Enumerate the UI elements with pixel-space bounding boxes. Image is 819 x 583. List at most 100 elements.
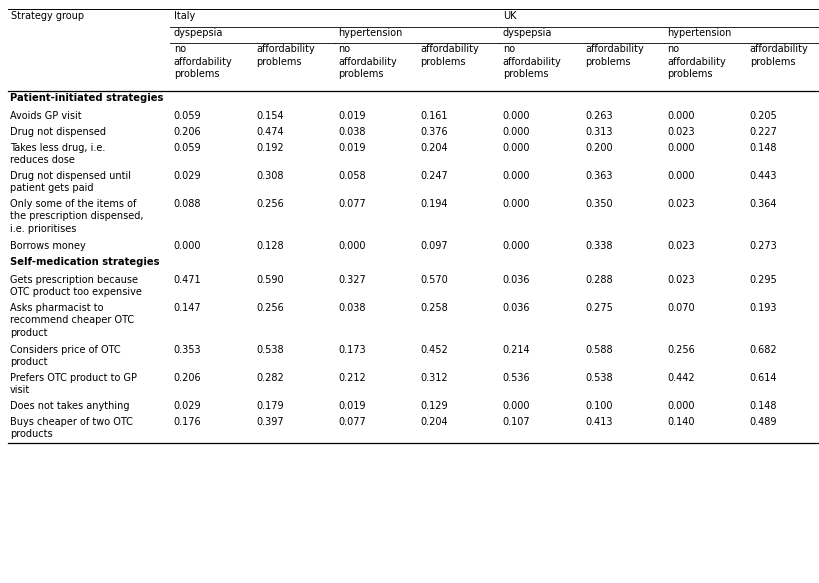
Text: 0.258: 0.258 <box>421 303 448 313</box>
Text: Strategy group: Strategy group <box>11 11 84 21</box>
Text: Italy: Italy <box>174 11 195 21</box>
Text: 0.313: 0.313 <box>585 127 613 137</box>
Text: 0.140: 0.140 <box>667 417 695 427</box>
Text: 0.443: 0.443 <box>750 171 777 181</box>
Text: 0.019: 0.019 <box>338 111 366 121</box>
Text: affordability
problems: affordability problems <box>421 44 479 67</box>
Text: no
affordability
problems: no affordability problems <box>338 44 397 79</box>
Text: 0.000: 0.000 <box>338 241 366 251</box>
Text: 0.538: 0.538 <box>256 345 283 355</box>
Text: affordability
problems: affordability problems <box>585 44 644 67</box>
Text: 0.173: 0.173 <box>338 345 366 355</box>
Text: no
affordability
problems: no affordability problems <box>667 44 726 79</box>
Text: 0.263: 0.263 <box>585 111 613 121</box>
Text: Self-medication strategies: Self-medication strategies <box>10 257 160 267</box>
Text: 0.148: 0.148 <box>750 143 777 153</box>
Text: 0.570: 0.570 <box>421 275 448 285</box>
Text: Buys cheaper of two OTC
products: Buys cheaper of two OTC products <box>10 417 133 440</box>
Text: 0.147: 0.147 <box>174 303 201 313</box>
Text: hypertension: hypertension <box>338 29 403 38</box>
Text: 0.036: 0.036 <box>503 303 531 313</box>
Text: 0.206: 0.206 <box>174 127 201 137</box>
Text: 0.353: 0.353 <box>174 345 201 355</box>
Text: UK: UK <box>503 11 516 21</box>
Text: 0.148: 0.148 <box>750 401 777 411</box>
Text: dyspepsia: dyspepsia <box>174 29 223 38</box>
Text: 0.295: 0.295 <box>750 275 777 285</box>
Text: 0.273: 0.273 <box>750 241 777 251</box>
Text: 0.000: 0.000 <box>667 171 695 181</box>
Text: 0.036: 0.036 <box>503 275 531 285</box>
Text: 0.097: 0.097 <box>421 241 448 251</box>
Text: Does not takes anything: Does not takes anything <box>10 401 129 411</box>
Text: 0.247: 0.247 <box>421 171 448 181</box>
Text: 0.058: 0.058 <box>338 171 366 181</box>
Text: 0.154: 0.154 <box>256 111 283 121</box>
Text: 0.193: 0.193 <box>750 303 777 313</box>
Text: 0.000: 0.000 <box>667 143 695 153</box>
Text: 0.205: 0.205 <box>750 111 777 121</box>
Text: Drug not dispensed: Drug not dispensed <box>10 127 106 137</box>
Text: 0.179: 0.179 <box>256 401 283 411</box>
Text: 0.023: 0.023 <box>667 241 695 251</box>
Text: 0.038: 0.038 <box>338 303 366 313</box>
Text: 0.200: 0.200 <box>585 143 613 153</box>
Text: 0.129: 0.129 <box>421 401 448 411</box>
Text: Only some of the items of
the prescription dispensed,
i.e. prioritises: Only some of the items of the prescripti… <box>10 199 143 234</box>
Text: 0.204: 0.204 <box>421 143 448 153</box>
Text: 0.000: 0.000 <box>503 127 531 137</box>
Text: Prefers OTC product to GP
visit: Prefers OTC product to GP visit <box>10 373 137 395</box>
Text: 0.100: 0.100 <box>585 401 613 411</box>
Text: 0.059: 0.059 <box>174 111 201 121</box>
Text: 0.363: 0.363 <box>585 171 613 181</box>
Text: 0.682: 0.682 <box>750 345 777 355</box>
Text: 0.452: 0.452 <box>421 345 448 355</box>
Text: 0.128: 0.128 <box>256 241 283 251</box>
Text: 0.588: 0.588 <box>585 345 613 355</box>
Text: Drug not dispensed until
patient gets paid: Drug not dispensed until patient gets pa… <box>10 171 131 194</box>
Text: 0.019: 0.019 <box>338 401 366 411</box>
Text: 0.107: 0.107 <box>503 417 531 427</box>
Text: 0.000: 0.000 <box>503 143 531 153</box>
Text: 0.038: 0.038 <box>338 127 366 137</box>
Text: 0.474: 0.474 <box>256 127 283 137</box>
Text: 0.000: 0.000 <box>503 199 531 209</box>
Text: 0.206: 0.206 <box>174 373 201 383</box>
Text: Avoids GP visit: Avoids GP visit <box>10 111 81 121</box>
Text: 0.023: 0.023 <box>667 127 695 137</box>
Text: 0.471: 0.471 <box>174 275 201 285</box>
Text: 0.000: 0.000 <box>174 241 201 251</box>
Text: 0.070: 0.070 <box>667 303 695 313</box>
Text: 0.256: 0.256 <box>256 199 283 209</box>
Text: 0.590: 0.590 <box>256 275 283 285</box>
Text: 0.192: 0.192 <box>256 143 283 153</box>
Text: 0.023: 0.023 <box>667 199 695 209</box>
Text: 0.019: 0.019 <box>338 143 366 153</box>
Text: 0.023: 0.023 <box>667 275 695 285</box>
Text: 0.194: 0.194 <box>421 199 448 209</box>
Text: 0.077: 0.077 <box>338 417 366 427</box>
Text: 0.227: 0.227 <box>750 127 778 137</box>
Text: 0.538: 0.538 <box>585 373 613 383</box>
Text: Gets prescription because
OTC product too expensive: Gets prescription because OTC product to… <box>10 275 142 297</box>
Text: 0.029: 0.029 <box>174 171 201 181</box>
Text: 0.288: 0.288 <box>585 275 613 285</box>
Text: Considers price of OTC
product: Considers price of OTC product <box>10 345 120 367</box>
Text: 0.000: 0.000 <box>503 111 531 121</box>
Text: dyspepsia: dyspepsia <box>503 29 552 38</box>
Text: 0.376: 0.376 <box>421 127 448 137</box>
Text: 0.029: 0.029 <box>174 401 201 411</box>
Text: Asks pharmacist to
recommend cheaper OTC
product: Asks pharmacist to recommend cheaper OTC… <box>10 303 134 338</box>
Text: 0.077: 0.077 <box>338 199 366 209</box>
Text: 0.256: 0.256 <box>256 303 283 313</box>
Text: 0.442: 0.442 <box>667 373 695 383</box>
Text: 0.275: 0.275 <box>585 303 613 313</box>
Text: 0.212: 0.212 <box>338 373 366 383</box>
Text: 0.397: 0.397 <box>256 417 283 427</box>
Text: Borrows money: Borrows money <box>10 241 85 251</box>
Text: Patient-initiated strategies: Patient-initiated strategies <box>10 93 163 103</box>
Text: 0.350: 0.350 <box>585 199 613 209</box>
Text: 0.000: 0.000 <box>503 241 531 251</box>
Text: 0.338: 0.338 <box>585 241 613 251</box>
Text: 0.000: 0.000 <box>667 111 695 121</box>
